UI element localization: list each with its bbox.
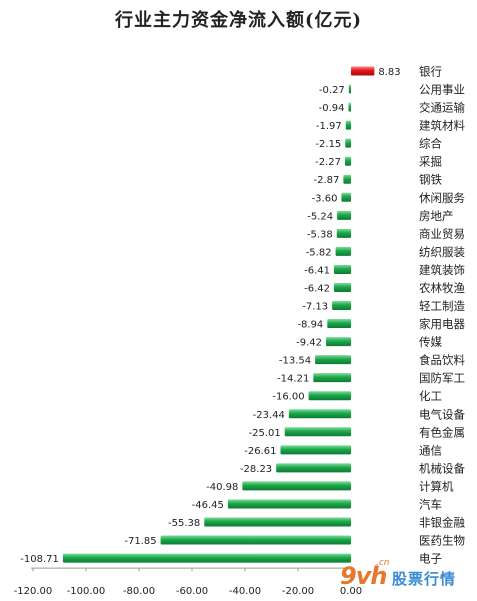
category-label-7: 休闲服务 bbox=[419, 191, 465, 205]
category-label-11: 建筑装饰 bbox=[419, 263, 465, 277]
category-label-22: 机械设备 bbox=[419, 461, 465, 475]
category-label-23: 计算机 bbox=[419, 479, 454, 493]
value-label-2: -0.94 bbox=[319, 103, 345, 114]
value-label-0: 8.83 bbox=[378, 67, 400, 78]
bar-11 bbox=[334, 264, 351, 274]
value-label-9: -5.38 bbox=[307, 229, 333, 240]
value-label-6: -2.87 bbox=[314, 175, 340, 186]
bar-10 bbox=[335, 246, 351, 256]
category-label-3: 建筑材料 bbox=[419, 119, 465, 133]
x-tick-label-6: 0.00 bbox=[340, 586, 362, 597]
value-label-12: -6.42 bbox=[304, 283, 330, 294]
bar-12 bbox=[333, 282, 351, 292]
category-label-0: 银行 bbox=[419, 65, 442, 79]
value-label-16: -13.54 bbox=[279, 356, 311, 367]
category-label-14: 家用电器 bbox=[419, 317, 465, 331]
bar-26 bbox=[160, 535, 351, 545]
category-label-13: 轻工制造 bbox=[419, 299, 465, 313]
x-tick-label-4: -40.00 bbox=[229, 586, 261, 597]
bar-0 bbox=[351, 66, 375, 76]
value-label-24: -46.45 bbox=[192, 500, 224, 511]
bar-24 bbox=[227, 499, 351, 509]
category-label-10: 纺织服装 bbox=[419, 245, 465, 259]
x-tick-label-3: -60.00 bbox=[176, 586, 208, 597]
value-label-1: -0.27 bbox=[319, 85, 345, 96]
value-label-17: -14.21 bbox=[277, 374, 309, 385]
bar-13 bbox=[332, 301, 351, 311]
value-label-26: -71.85 bbox=[124, 536, 156, 547]
bar-1 bbox=[348, 84, 351, 94]
bar-3 bbox=[345, 120, 351, 130]
value-label-3: -1.97 bbox=[316, 121, 342, 132]
bar-19 bbox=[288, 409, 351, 419]
bar-18 bbox=[308, 391, 351, 401]
value-label-8: -5.24 bbox=[307, 211, 333, 222]
value-label-21: -26.61 bbox=[244, 446, 276, 457]
value-label-15: -9.42 bbox=[296, 338, 322, 349]
value-label-4: -2.15 bbox=[315, 139, 341, 150]
category-label-8: 房地产 bbox=[419, 209, 454, 223]
category-label-16: 食品饮料 bbox=[419, 353, 465, 367]
bar-15 bbox=[326, 337, 351, 347]
watermark-logo-sub: .cn bbox=[376, 558, 390, 568]
category-label-15: 传媒 bbox=[419, 335, 442, 349]
category-label-2: 交通运输 bbox=[419, 101, 465, 115]
bar-25 bbox=[204, 517, 351, 527]
value-label-7: -3.60 bbox=[312, 193, 338, 204]
value-label-25: -55.38 bbox=[168, 518, 200, 529]
bar-20 bbox=[284, 427, 351, 437]
category-label-21: 通信 bbox=[419, 443, 442, 457]
bar-21 bbox=[280, 445, 351, 455]
category-label-4: 综合 bbox=[419, 137, 442, 151]
bar-16 bbox=[315, 355, 351, 365]
watermark-text: 股票行情 bbox=[392, 570, 457, 588]
category-label-27: 电子 bbox=[419, 552, 442, 566]
bar-27 bbox=[62, 553, 352, 563]
category-label-12: 农林牧渔 bbox=[419, 281, 465, 295]
watermark-logo-mark: 9vh bbox=[340, 562, 387, 590]
value-label-22: -28.23 bbox=[240, 464, 272, 475]
category-label-25: 非银金融 bbox=[419, 516, 465, 530]
category-label-17: 国防军工 bbox=[419, 371, 465, 385]
category-label-19: 电气设备 bbox=[419, 407, 465, 421]
category-label-18: 化工 bbox=[419, 389, 442, 403]
category-label-26: 医药生物 bbox=[419, 534, 465, 548]
value-label-11: -6.41 bbox=[304, 265, 330, 276]
category-label-5: 采掘 bbox=[419, 155, 442, 169]
x-tick-label-2: -80.00 bbox=[123, 586, 155, 597]
value-label-5: -2.27 bbox=[315, 157, 341, 168]
x-tick-label-0: -120.00 bbox=[14, 586, 53, 597]
category-label-6: 钢铁 bbox=[419, 173, 442, 187]
bar-4 bbox=[345, 138, 351, 148]
category-label-1: 公用事业 bbox=[419, 83, 465, 97]
bar-22 bbox=[276, 463, 351, 473]
bar-5 bbox=[344, 156, 351, 166]
bar-9 bbox=[336, 228, 351, 238]
bar-7 bbox=[341, 192, 351, 202]
value-label-23: -40.98 bbox=[206, 482, 238, 493]
value-label-14: -8.94 bbox=[297, 320, 323, 331]
category-label-24: 汽车 bbox=[419, 497, 442, 511]
bar-17 bbox=[313, 373, 351, 383]
category-label-9: 商业贸易 bbox=[419, 227, 465, 241]
value-label-13: -7.13 bbox=[302, 302, 328, 313]
category-label-20: 有色金属 bbox=[419, 425, 465, 439]
bar-23 bbox=[242, 481, 351, 491]
chart-title: 行业主力资金净流入额(亿元) bbox=[114, 10, 363, 31]
value-label-18: -16.00 bbox=[272, 392, 304, 403]
value-label-27: -108.71 bbox=[20, 554, 59, 565]
watermark-logo: 9vh .cn 股票行情 bbox=[340, 558, 477, 596]
x-tick-label-1: -100.00 bbox=[67, 586, 106, 597]
value-label-10: -5.82 bbox=[306, 247, 332, 258]
bar-6 bbox=[343, 174, 351, 184]
value-label-19: -23.44 bbox=[253, 410, 285, 421]
bar-14 bbox=[327, 319, 351, 329]
x-tick-label-5: -20.00 bbox=[282, 586, 314, 597]
bar-8 bbox=[337, 210, 351, 220]
bar-2 bbox=[348, 102, 351, 112]
value-label-20: -25.01 bbox=[248, 428, 280, 439]
